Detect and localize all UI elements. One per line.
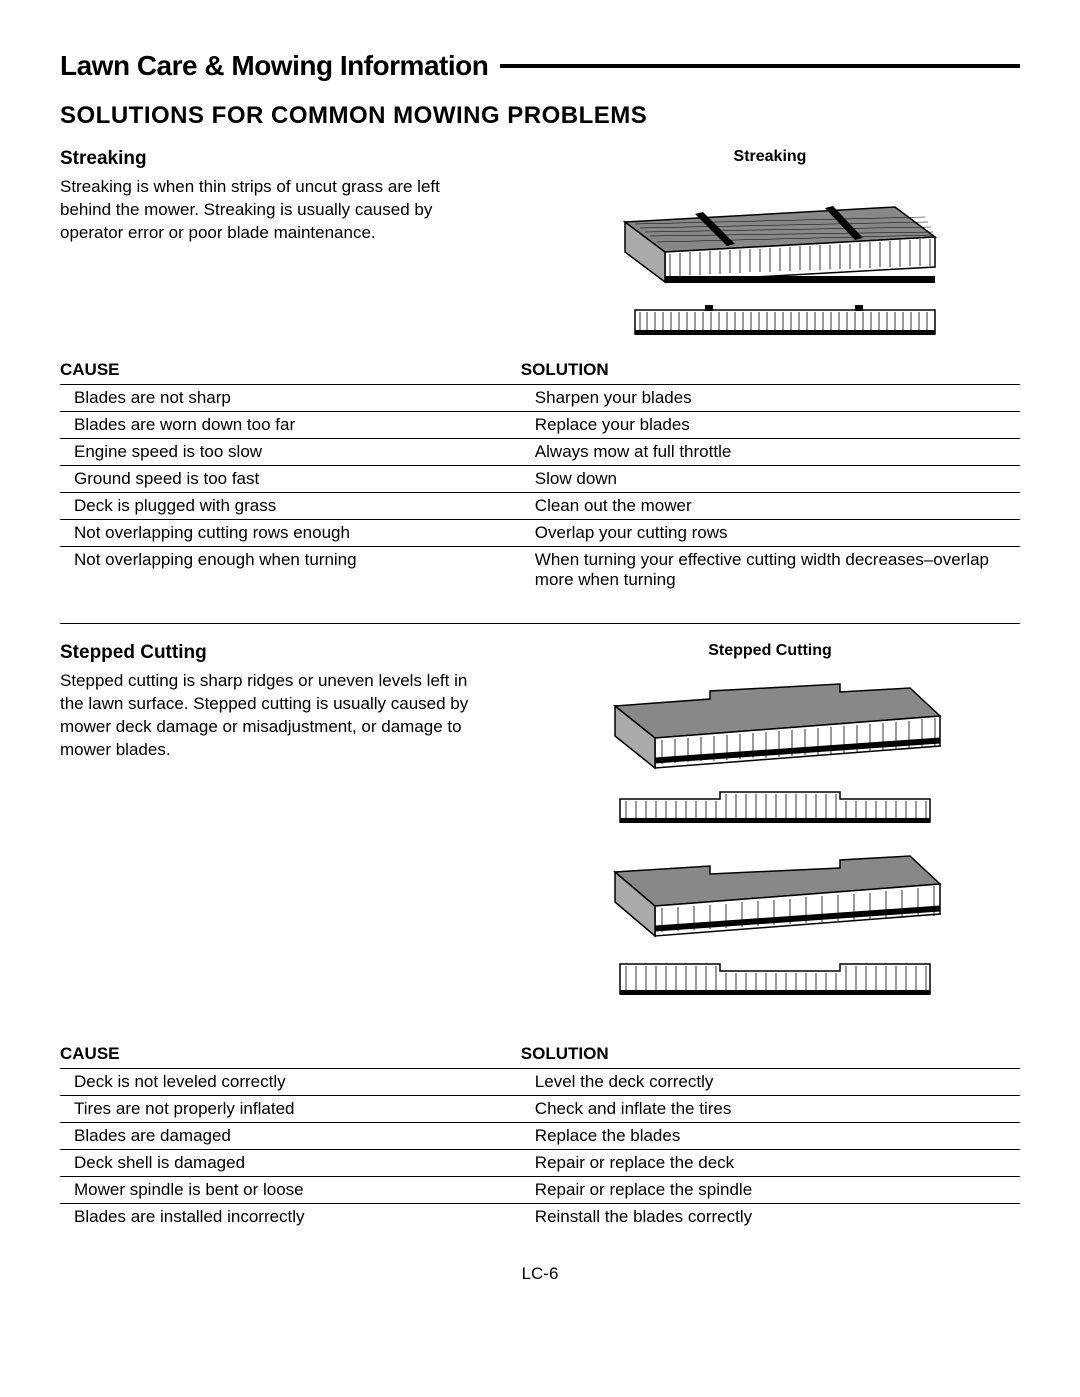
table-row: Deck is plugged with grassClean out the … (60, 493, 1020, 520)
page-number: LC-6 (60, 1264, 1020, 1284)
table-row: Blades are worn down too farReplace your… (60, 412, 1020, 439)
table-row: Deck is not leveled correctlyLevel the d… (60, 1069, 1020, 1096)
section-description: Streaking is when thin strips of uncut g… (60, 176, 490, 245)
table-row: Blades are not sharpSharpen your blades (60, 385, 1020, 412)
section-heading: Stepped Cutting (60, 642, 490, 664)
solution-header: SOLUTION (521, 356, 1020, 385)
figure-label: Stepped Cutting (520, 642, 1020, 660)
section-streaking: Streaking Streaking is when thin strips … (60, 148, 1020, 593)
section-description: Stepped cutting is sharp ridges or uneve… (60, 670, 490, 762)
table-row: Not overlapping cutting rows enoughOverl… (60, 520, 1020, 547)
divider (60, 623, 1020, 624)
section-heading: Streaking (60, 148, 490, 170)
stepped-figure (590, 666, 950, 1026)
section-illustration: Stepped Cutting (520, 642, 1020, 1026)
section-stepped-cutting: Stepped Cutting Stepped cutting is sharp… (60, 642, 1020, 1230)
table-row: Ground speed is too fastSlow down (60, 466, 1020, 493)
page-title: SOLUTIONS FOR COMMON MOWING PROBLEMS (60, 102, 1020, 130)
figure-label: Streaking (520, 148, 1020, 166)
streaking-table: CAUSE SOLUTION Blades are not sharpSharp… (60, 356, 1020, 593)
header-text: Lawn Care & Mowing Information (60, 50, 488, 82)
table-row: Deck shell is damagedRepair or replace t… (60, 1150, 1020, 1177)
table-row: Blades are installed incorrectlyReinstal… (60, 1204, 1020, 1231)
cause-header: CAUSE (60, 1040, 521, 1069)
table-row: Not overlapping enough when turningWhen … (60, 547, 1020, 594)
table-row: Blades are damagedReplace the blades (60, 1123, 1020, 1150)
header-rule (500, 64, 1020, 68)
table-row: Tires are not properly inflatedCheck and… (60, 1096, 1020, 1123)
stepped-table: CAUSE SOLUTION Deck is not leveled corre… (60, 1040, 1020, 1230)
streaking-figure (595, 172, 945, 342)
document-header: Lawn Care & Mowing Information (60, 50, 1020, 82)
section-illustration: Streaking (520, 148, 1020, 342)
solution-header: SOLUTION (521, 1040, 1020, 1069)
table-row: Engine speed is too slowAlways mow at fu… (60, 439, 1020, 466)
cause-header: CAUSE (60, 356, 521, 385)
table-row: Mower spindle is bent or looseRepair or … (60, 1177, 1020, 1204)
